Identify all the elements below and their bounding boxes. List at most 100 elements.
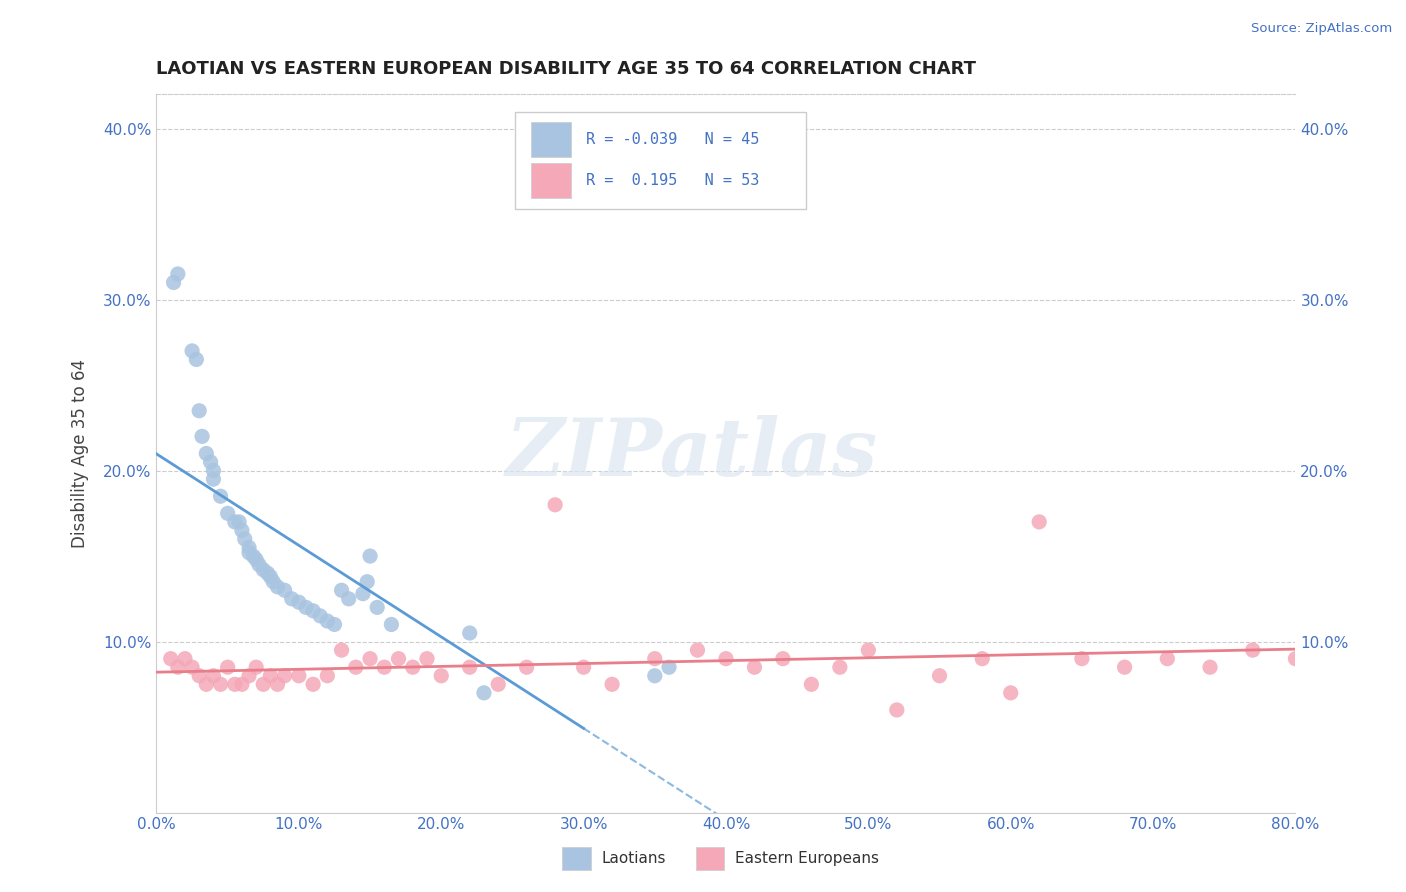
Point	[337, 591, 360, 606]
Point	[200, 455, 222, 469]
Point	[714, 651, 737, 665]
Point	[316, 669, 339, 683]
Point	[380, 617, 402, 632]
Point	[217, 660, 239, 674]
Point	[928, 669, 950, 683]
Point	[800, 677, 823, 691]
Point	[256, 566, 278, 581]
Point	[247, 558, 270, 572]
Point	[242, 549, 264, 563]
Point	[1199, 660, 1222, 674]
FancyBboxPatch shape	[531, 163, 571, 198]
Point	[262, 574, 284, 589]
Point	[202, 472, 225, 486]
Point	[159, 651, 181, 665]
Point	[238, 546, 260, 560]
Text: R = -0.039   N = 45: R = -0.039 N = 45	[586, 132, 759, 147]
Point	[387, 651, 409, 665]
Point	[217, 506, 239, 520]
Point	[359, 651, 381, 665]
Text: Source: ZipAtlas.com: Source: ZipAtlas.com	[1251, 22, 1392, 36]
Point	[344, 660, 367, 674]
Y-axis label: Disability Age 35 to 64: Disability Age 35 to 64	[72, 359, 89, 548]
Point	[472, 686, 495, 700]
Point	[181, 343, 204, 358]
Point	[233, 532, 256, 546]
Point	[288, 669, 311, 683]
Point	[252, 677, 274, 691]
Point	[259, 569, 281, 583]
Point	[1070, 651, 1092, 665]
Point	[238, 541, 260, 555]
Point	[316, 614, 339, 628]
Point	[544, 498, 567, 512]
Point	[458, 626, 481, 640]
Point	[572, 660, 595, 674]
Point	[352, 587, 374, 601]
Point	[252, 563, 274, 577]
Point	[280, 591, 302, 606]
Point	[772, 651, 794, 665]
Point	[373, 660, 395, 674]
Point	[416, 651, 439, 665]
Point	[188, 669, 211, 683]
Point	[181, 660, 204, 674]
Point	[1028, 515, 1050, 529]
Point	[188, 403, 211, 417]
Text: ZIPatlas: ZIPatlas	[506, 415, 877, 492]
Point	[366, 600, 388, 615]
Point	[886, 703, 908, 717]
Point	[600, 677, 623, 691]
Point	[302, 604, 325, 618]
Point	[1241, 643, 1264, 657]
Point	[166, 267, 188, 281]
Point	[245, 552, 267, 566]
Point	[828, 660, 851, 674]
Point	[228, 515, 250, 529]
Point	[259, 669, 281, 683]
Point	[330, 583, 353, 598]
Point	[202, 669, 225, 683]
Point	[309, 608, 332, 623]
Point	[359, 549, 381, 563]
Point	[402, 660, 425, 674]
Text: Laotians: Laotians	[602, 851, 666, 866]
Point	[195, 677, 218, 691]
Point	[288, 595, 311, 609]
Point	[295, 600, 318, 615]
Point	[162, 276, 184, 290]
Point	[972, 651, 994, 665]
Point	[266, 677, 288, 691]
Point	[1000, 686, 1022, 700]
Point	[1156, 651, 1178, 665]
Point	[273, 669, 295, 683]
Point	[209, 489, 232, 503]
Point	[224, 677, 246, 691]
Point	[1114, 660, 1136, 674]
Point	[273, 583, 295, 598]
Point	[516, 660, 538, 674]
Point	[858, 643, 880, 657]
Point	[686, 643, 709, 657]
Point	[430, 669, 453, 683]
Point	[658, 660, 681, 674]
Point	[238, 669, 260, 683]
Point	[166, 660, 188, 674]
Point	[644, 651, 666, 665]
Point	[231, 524, 253, 538]
Point	[245, 660, 267, 674]
Text: R =  0.195   N = 53: R = 0.195 N = 53	[586, 173, 759, 188]
Point	[266, 580, 288, 594]
Point	[224, 515, 246, 529]
Point	[231, 677, 253, 691]
Point	[1284, 651, 1306, 665]
Point	[202, 464, 225, 478]
Point	[323, 617, 346, 632]
FancyBboxPatch shape	[515, 112, 806, 210]
Point	[186, 352, 208, 367]
Point	[458, 660, 481, 674]
Point	[330, 643, 353, 657]
Point	[486, 677, 509, 691]
Point	[174, 651, 197, 665]
Point	[302, 677, 325, 691]
